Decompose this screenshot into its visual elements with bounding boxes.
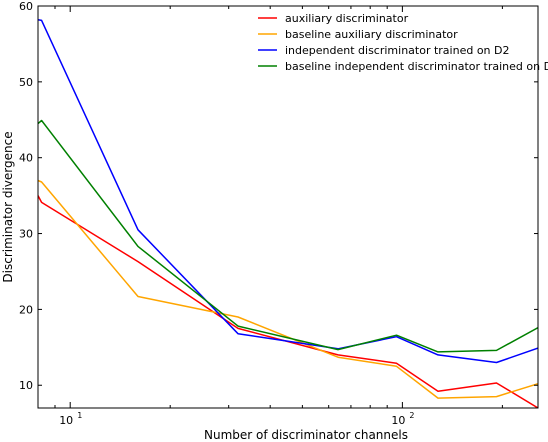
x-tick-exponent: 1 xyxy=(77,411,82,420)
legend-label-3: baseline independent discriminator train… xyxy=(285,60,548,73)
series-line-2 xyxy=(38,18,538,364)
y-axis-label: Discriminator divergence xyxy=(1,131,15,282)
x-tick-label: 10 xyxy=(391,414,405,427)
series-line-1 xyxy=(38,179,538,399)
y-tick-label: 40 xyxy=(19,152,33,165)
legend-label-2: independent discriminator trained on D2 xyxy=(285,44,510,57)
y-tick-label: 60 xyxy=(19,0,33,13)
series-line-0 xyxy=(38,195,538,408)
series-layer xyxy=(38,18,538,408)
x-tick-exponent: 2 xyxy=(409,411,414,420)
legend-label-0: auxiliary discriminator xyxy=(285,12,409,25)
x-axis-label: Number of discriminator channels xyxy=(204,428,408,442)
y-tick-label: 20 xyxy=(19,303,33,316)
legend-label-1: baseline auxiliary discriminator xyxy=(285,28,458,41)
ticks-layer: 10 20 30 40 50 60 10 1 10 2 xyxy=(19,0,538,427)
legend: auxiliary discriminator baseline auxiliar… xyxy=(258,12,548,73)
series-line-3 xyxy=(38,119,538,353)
y-tick-label: 10 xyxy=(19,379,33,392)
plot-frame xyxy=(37,5,539,409)
y-tick-label: 30 xyxy=(19,228,33,241)
y-tick-label: 50 xyxy=(19,76,33,89)
x-tick-label: 10 xyxy=(59,414,73,427)
